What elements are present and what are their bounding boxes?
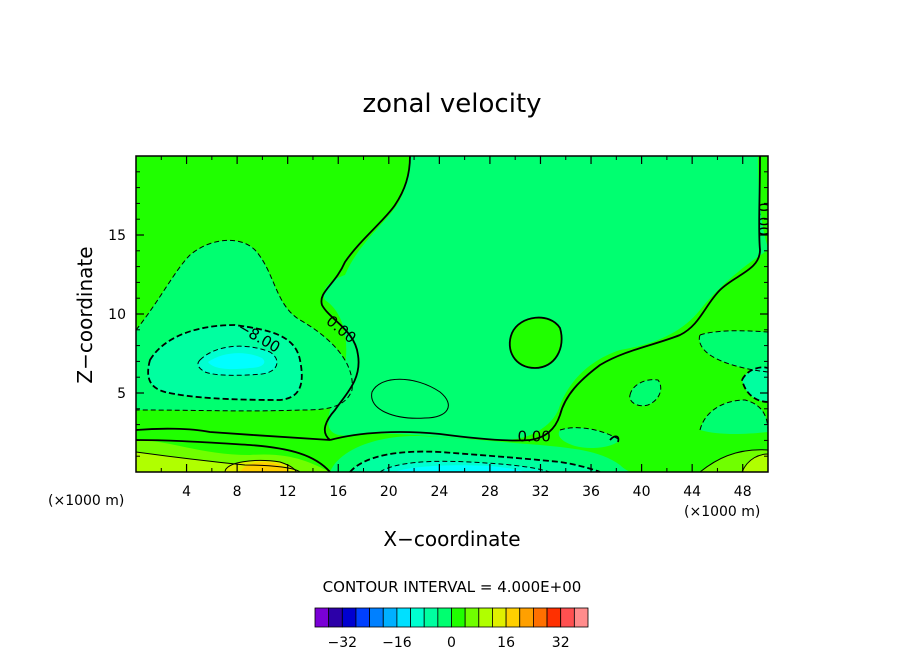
y-tick-label: 15 [108, 228, 126, 244]
x-tick-label: 36 [582, 484, 600, 500]
colorbar [314, 607, 589, 628]
x-tick-label: 32 [532, 484, 550, 500]
y-axis-ticks: 5 10 15 [108, 171, 768, 457]
contour-neg8-left [147, 324, 303, 401]
band-neg16-neg12-bottom [395, 465, 525, 472]
zero-contour-lower-left [136, 439, 331, 472]
colorbar-swatch [492, 607, 507, 628]
zero-contour-small [609, 435, 620, 443]
contour-neg4-mid [559, 427, 621, 441]
colorbar-swatch [437, 607, 452, 628]
x-tick-label: 24 [430, 484, 448, 500]
colorbar-swatch [573, 607, 589, 628]
x-tick-label: 4 [182, 484, 191, 500]
contour-lines [136, 156, 768, 472]
colorbar-swatch [464, 607, 480, 628]
band-neg4-0-right [700, 400, 768, 434]
contour-neg8-right [741, 366, 768, 403]
colorbar-swatch [505, 607, 521, 628]
chart-title: zonal velocity [362, 89, 541, 119]
colorbar-tick-label: 32 [552, 635, 570, 651]
colorbar-swatch [546, 607, 562, 628]
y-tick-label: 10 [108, 307, 126, 323]
contour-neg4-right [698, 330, 768, 373]
colorbar-swatch [519, 607, 534, 628]
contour-neg4-left [136, 239, 353, 412]
colorbar-tick-label: −32 [328, 635, 358, 651]
colorbar-swatch [533, 607, 548, 628]
colorbar-swatch [328, 607, 343, 628]
x-tick-label: 8 [233, 484, 242, 500]
band-neg4-0-upper [323, 156, 768, 440]
colorbar-swatch [314, 607, 330, 628]
contour-interval-label: CONTOUR INTERVAL = 4.000E+00 [323, 578, 582, 596]
y-axis-label: Z−coordinate [73, 246, 97, 383]
contour-neg8-bottom [349, 450, 601, 472]
colorbar-swatch [355, 607, 371, 628]
contour-label: 0.00 [517, 428, 550, 446]
x-axis-label: X−coordinate [383, 527, 520, 551]
contour-neg12-left [197, 345, 278, 376]
colorbar-swatch [369, 607, 384, 628]
contour-neg4-right-lower [699, 399, 768, 433]
colorbar-tick-label: 16 [497, 635, 515, 651]
zero-contour-mid [329, 156, 761, 442]
x-tick-label: 44 [683, 484, 701, 500]
zero-contour-upper [320, 156, 411, 441]
y-tick-label: 5 [117, 386, 126, 402]
x-axis-ticks: 4 8 12 16 20 24 28 32 36 40 44 48 [160, 156, 752, 500]
colorbar-swatch [423, 607, 439, 628]
band-neg4-0-mid [558, 427, 620, 448]
contour-neg4-small [629, 379, 662, 407]
colorbar-tick-label: −16 [382, 635, 412, 651]
band-neg12-core [208, 353, 265, 370]
zero-contour-blob [508, 316, 563, 369]
contour-neg12-bottom [379, 460, 551, 472]
colorbar-swatch [478, 607, 493, 628]
colorbar-swatch [396, 607, 411, 628]
x-tick-label: 20 [380, 484, 398, 500]
band-0-4-blob [509, 317, 562, 368]
contour-field: −8.00 0.000.000.00 [136, 156, 772, 472]
contour-label: 0.00 [754, 202, 772, 235]
colorbar-ticks: −32 −16 0 16 32 [328, 635, 570, 651]
band-neg4-0-small [629, 379, 661, 406]
colorbar-swatch [560, 607, 575, 628]
x-unit-label-right: (×1000 m) [684, 504, 760, 520]
x-tick-label: 28 [481, 484, 499, 500]
zero-contour-lower-band [136, 427, 331, 441]
colorbar-swatch [410, 607, 425, 628]
x-tick-label: 40 [633, 484, 651, 500]
x-unit-label-left: (×1000 m) [48, 493, 124, 509]
contour-pos4-blob [371, 378, 449, 419]
x-tick-label: 48 [734, 484, 752, 500]
contour-pos8-right [741, 453, 768, 472]
colorbar-swatch [341, 607, 357, 628]
contour-pos12 [224, 459, 297, 472]
contour-pos8 [136, 451, 301, 472]
contour-pos4-right [699, 449, 768, 472]
colorbar-tick-label: 0 [447, 635, 456, 651]
x-tick-label: 16 [329, 484, 347, 500]
band-8-12-right [742, 454, 768, 472]
colorbar-swatch [382, 607, 398, 628]
x-tick-label: 12 [279, 484, 297, 500]
colorbar-swatch [451, 607, 466, 628]
band-neg4-0-right-upper [699, 330, 768, 372]
